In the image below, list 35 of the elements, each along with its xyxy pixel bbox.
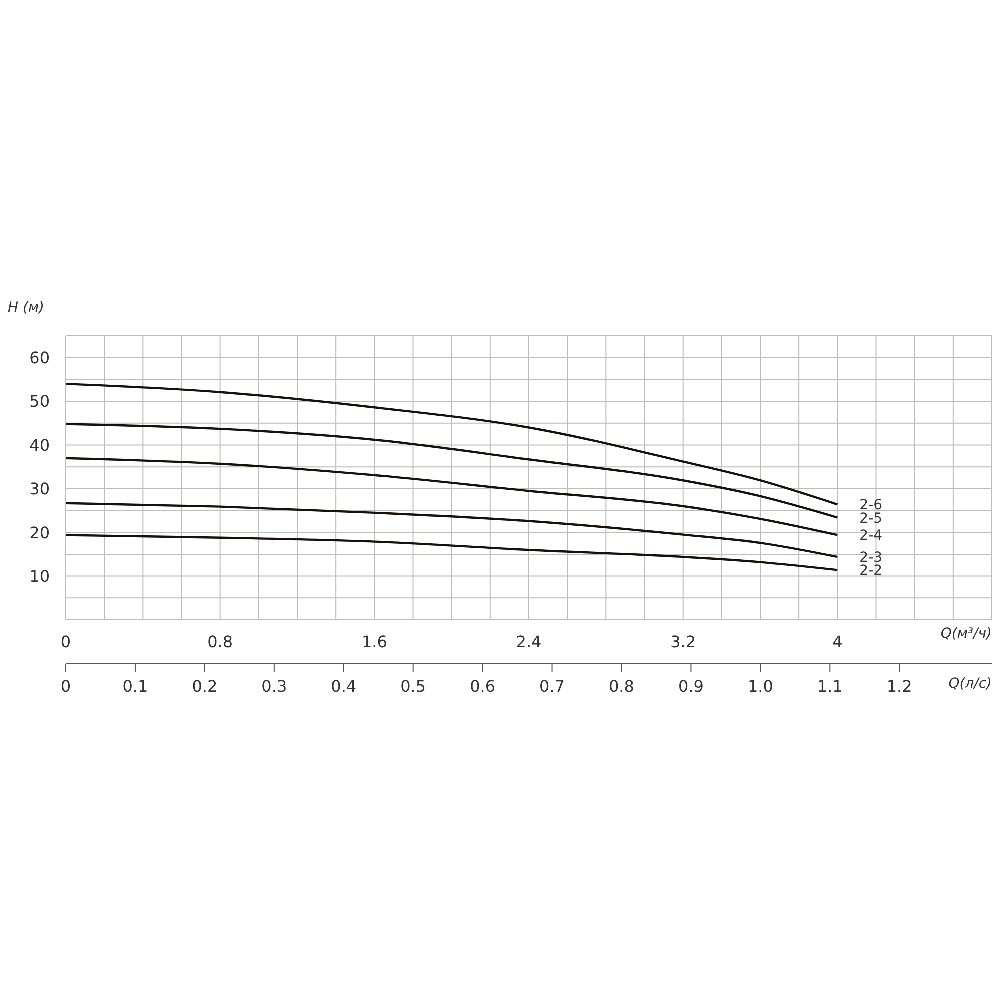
- line-series: [66, 534, 839, 572]
- x2-tick-label: 0.8: [609, 677, 634, 696]
- x2-tick-label: 0.2: [192, 677, 218, 696]
- y-tick-label: 10: [30, 566, 50, 586]
- y-tick-label: 30: [30, 480, 50, 499]
- x-tick-label: 2.4: [516, 632, 542, 652]
- x2-tick-label: 1.0: [748, 677, 774, 696]
- x-tick-label: 3.2: [670, 632, 696, 652]
- x2-tick-label: 0.1: [122, 677, 148, 696]
- x2-tick-label: 0.6: [470, 677, 496, 696]
- x2-tick-label: 0.4: [331, 677, 357, 696]
- x2-axis-title: Q(л/с): [948, 676, 992, 692]
- x2-tick-label: 0.7: [540, 677, 565, 696]
- y-tick-label: 60: [30, 348, 50, 368]
- y-tick-label: 40: [30, 436, 50, 455]
- x2-tick-label: 0: [60, 677, 72, 696]
- y-tick-label: 50: [30, 392, 50, 412]
- series-label: 2-2: [860, 563, 883, 580]
- x2-tick-label: 0.3: [262, 677, 288, 696]
- y-axis-title: H (м): [8, 300, 44, 316]
- line-series: [66, 382, 839, 506]
- x-tick-label: 0: [60, 632, 72, 652]
- x2-tick-label: 1.2: [886, 677, 912, 696]
- x-tick-label: 4: [832, 632, 843, 652]
- x-axis-title: Q(м³/ч): [940, 626, 992, 642]
- line-series: [66, 423, 839, 519]
- x2-tick-label: 0.9: [678, 677, 704, 696]
- x2-tick-label: 0.5: [400, 677, 426, 696]
- line-series: [66, 502, 839, 558]
- series-label: 2-4: [860, 528, 883, 544]
- x-tick-label: 1.6: [362, 632, 388, 652]
- line-series: [66, 457, 839, 536]
- x2-tick-label: 1.1: [817, 677, 843, 696]
- y-tick-label: 20: [30, 523, 50, 542]
- x-tick-label: 0.8: [208, 632, 234, 652]
